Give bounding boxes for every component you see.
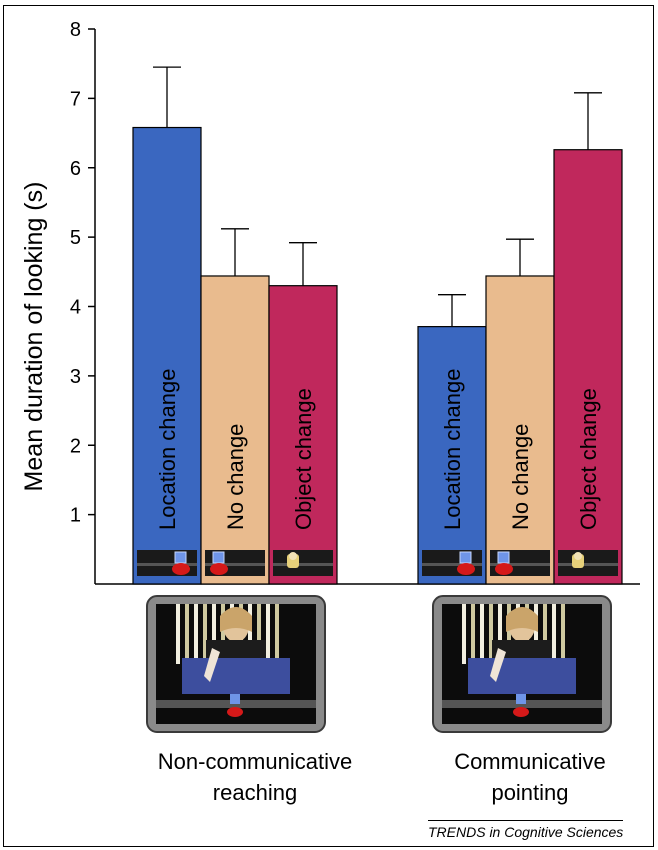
group-label-pointing-line1: Communicative — [454, 749, 606, 774]
scene-stripe-pointing-11 — [561, 604, 565, 664]
scene-stripe-reaching-5 — [221, 604, 225, 664]
thumb-ball-1-location-change — [457, 563, 475, 575]
bar-0-object-change — [268, 285, 338, 585]
scene-stripe-reaching-2 — [194, 604, 198, 664]
scene-stripe-pointing-2 — [480, 604, 484, 664]
scene-screen-reaching — [182, 658, 290, 694]
scene-stripe-reaching-9 — [257, 604, 261, 664]
scene-stripe-pointing-3 — [489, 604, 493, 664]
thumb-ball-1-no-change — [495, 563, 513, 575]
stimulus-thumbnails — [137, 550, 618, 576]
scene-stripe-reaching-3 — [203, 604, 207, 664]
scene-hand-pointing — [490, 648, 506, 682]
scene-stripe-reaching-4 — [212, 604, 216, 664]
bar-1-object-change — [553, 149, 623, 585]
scene-stripe-pointing-8 — [534, 604, 538, 664]
scene-cube-reaching — [230, 694, 240, 704]
scene-illustrations — [146, 595, 612, 733]
y-tick-label-7: 7 — [70, 88, 81, 110]
thumb-ball-0-no-change — [210, 563, 228, 575]
thumb-cube-1-location-change — [459, 551, 472, 564]
scene-stripe-reaching-10 — [266, 604, 270, 664]
scene-stripe-pointing-1 — [471, 604, 475, 664]
thumb-toy-head-0 — [289, 552, 297, 560]
bar-label-0-location-change: Location change — [155, 369, 180, 530]
y-tick-label-2: 2 — [70, 435, 81, 457]
thumb-cube-1-no-change — [497, 551, 510, 564]
scene-stripe-reaching-1 — [185, 604, 189, 664]
scene-hand-reaching — [204, 648, 220, 682]
thumb-shelf-0-location-change — [137, 563, 197, 566]
thumb-toy-head-1 — [574, 552, 582, 560]
thumb-shelf-1-location-change — [422, 563, 482, 566]
thumb-shelf-0-no-change — [205, 563, 265, 566]
scene-ball-pointing — [513, 707, 529, 717]
figure-frame — [3, 5, 654, 847]
scene-stripe-pointing-9 — [543, 604, 547, 664]
bar-label-1-no-change: No change — [508, 424, 533, 530]
bar-label-1-object-change: Object change — [576, 388, 601, 530]
scene-stripe-pointing-4 — [498, 604, 502, 664]
group-label-reaching: Non-communicative reaching — [135, 746, 375, 808]
bar-0-location-change — [132, 126, 202, 585]
scene-ball-reaching — [227, 707, 243, 717]
y-axis-label: Mean duration of looking (s) — [20, 182, 48, 492]
scene-hair-reaching — [220, 607, 252, 632]
group-label-reaching-line2: reaching — [212, 780, 298, 805]
bar-label-0-object-change: Object change — [291, 388, 316, 530]
chart-bars: Location change No change Object change Loc… — [132, 66, 623, 585]
thumb-cube-0-location-change — [174, 551, 187, 564]
y-tick-label-3: 3 — [70, 366, 81, 388]
bar-label-0-no-change: No change — [223, 424, 248, 530]
scene-stripe-pointing-5 — [507, 604, 511, 664]
y-tick-label-4: 4 — [70, 297, 81, 319]
bar-label-1-location-change: Location change — [440, 369, 465, 530]
scene-cube-pointing — [516, 694, 526, 704]
thumb-cube-0-no-change — [212, 551, 225, 564]
group-label-reaching-line1: Non-communicative — [157, 749, 353, 774]
thumb-shelf-1-object-change — [558, 563, 618, 566]
scene-stripe-pointing-0 — [462, 604, 466, 664]
thumb-ball-0-location-change — [172, 563, 190, 575]
journal-credit: TRENDS in Cognitive Sciences — [428, 820, 624, 840]
scene-stripe-reaching-11 — [275, 604, 279, 664]
chart-axes: 1 2 3 4 5 6 7 8 Mean duration of looking (s) — [20, 19, 640, 585]
y-tick-label-8: 8 — [70, 19, 81, 41]
group-label-pointing: Communicative pointing — [410, 746, 650, 808]
scene-screen-pointing — [468, 658, 576, 694]
scene-stripe-reaching-0 — [176, 604, 180, 664]
bar-1-location-change — [417, 326, 487, 585]
thumb-shelf-1-no-change — [490, 563, 550, 566]
scene-stripe-reaching-8 — [248, 604, 252, 664]
thumb-shelf-0-object-change — [273, 563, 333, 566]
scene-stripe-pointing-10 — [552, 604, 556, 664]
y-tick-label-1: 1 — [70, 505, 81, 527]
bar-1-no-change — [485, 275, 555, 585]
group-label-pointing-line2: pointing — [491, 780, 569, 805]
y-tick-label-6: 6 — [70, 158, 81, 180]
scene-hair-pointing — [506, 607, 538, 632]
y-tick-label-5: 5 — [70, 227, 81, 249]
